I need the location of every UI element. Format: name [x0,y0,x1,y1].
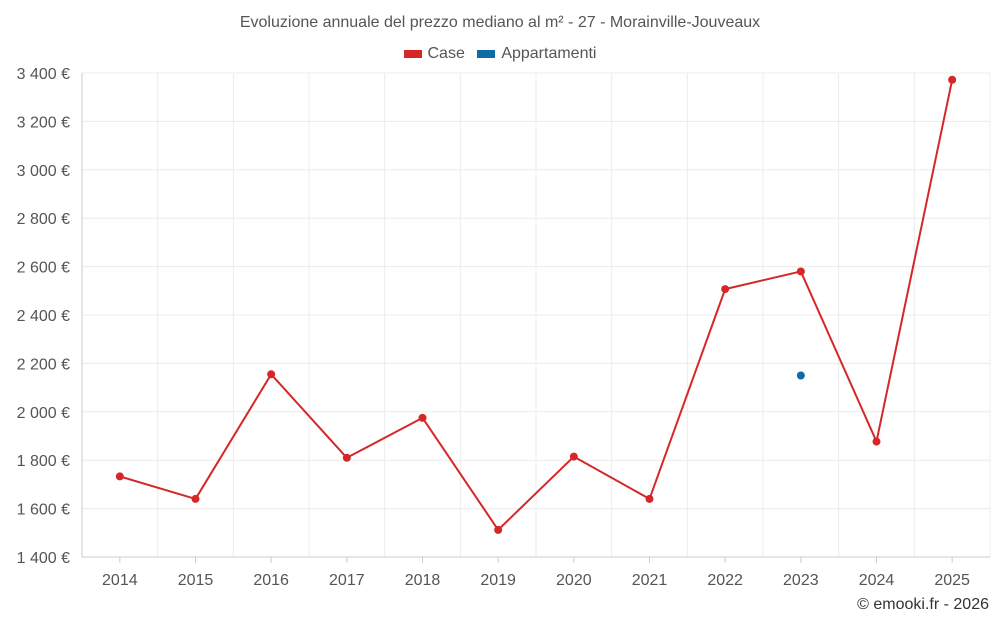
x-tick-label: 2025 [934,572,970,589]
data-point-case [342,453,351,462]
x-tick-label: 2018 [405,572,441,589]
x-tick-label: 2024 [859,572,895,589]
x-tick-label: 2019 [480,572,516,589]
x-tick-label: 2022 [707,572,743,589]
chart-title: Evoluzione annuale del prezzo mediano al… [239,14,761,31]
data-point-case [191,494,200,503]
y-axis-ticks: 1 400 € 1 600 € 1 800 € 2 000 € 2 200 € 2 400… [17,66,70,567]
x-tick-label: 2017 [329,572,365,589]
legend-label-appartamenti: Appartamenti [501,45,597,62]
x-tick-label: 2020 [556,572,592,589]
data-point-case [267,370,276,379]
axes [81,73,990,558]
data-point-case [418,413,427,422]
y-tick-label: 1 600 € [17,502,70,519]
series-line-case [119,79,954,531]
x-tick-label: 2016 [253,572,289,589]
data-point-case [872,437,881,446]
grid-lines [81,72,991,558]
data-point-case [796,267,805,276]
credit-text: © emooki.fr - 2026 [857,596,989,613]
y-tick-label: 3 000 € [17,163,70,180]
legend: Case Appartamenti [0,45,1000,63]
legend-label-case: Case [427,45,465,62]
y-tick-label: 2 600 € [17,260,70,277]
data-point-case [115,472,124,481]
y-tick-label: 2 000 € [17,405,70,422]
data-point-case [948,75,957,84]
legend-item-appartamenti[interactable]: Appartamenti [477,45,596,63]
data-point-case [494,525,503,534]
legend-swatch-appartamenti [477,50,496,58]
x-axis-ticks: 2014 2015 2016 2017 2018 2019 2020 2021 2022 2023… [102,557,970,589]
y-tick-label: 3 400 € [17,66,70,83]
x-tick-label: 2014 [102,572,138,589]
legend-swatch-case [403,50,422,58]
x-tick-label: 2021 [632,572,668,589]
data-point-case [645,494,654,503]
series-layer [115,75,957,534]
data-point-appartamenti [796,371,805,380]
y-tick-label: 2 400 € [17,308,70,325]
x-tick-label: 2015 [178,572,214,589]
y-tick-label: 3 200 € [17,114,70,131]
legend-item-case[interactable]: Case [403,45,465,63]
y-tick-label: 2 200 € [17,356,70,373]
data-point-case [721,285,730,294]
y-tick-label: 2 800 € [17,211,70,228]
data-point-case [569,452,578,461]
x-tick-label: 2023 [783,572,819,589]
y-tick-label: 1 400 € [17,550,70,567]
y-tick-label: 1 800 € [17,453,70,470]
